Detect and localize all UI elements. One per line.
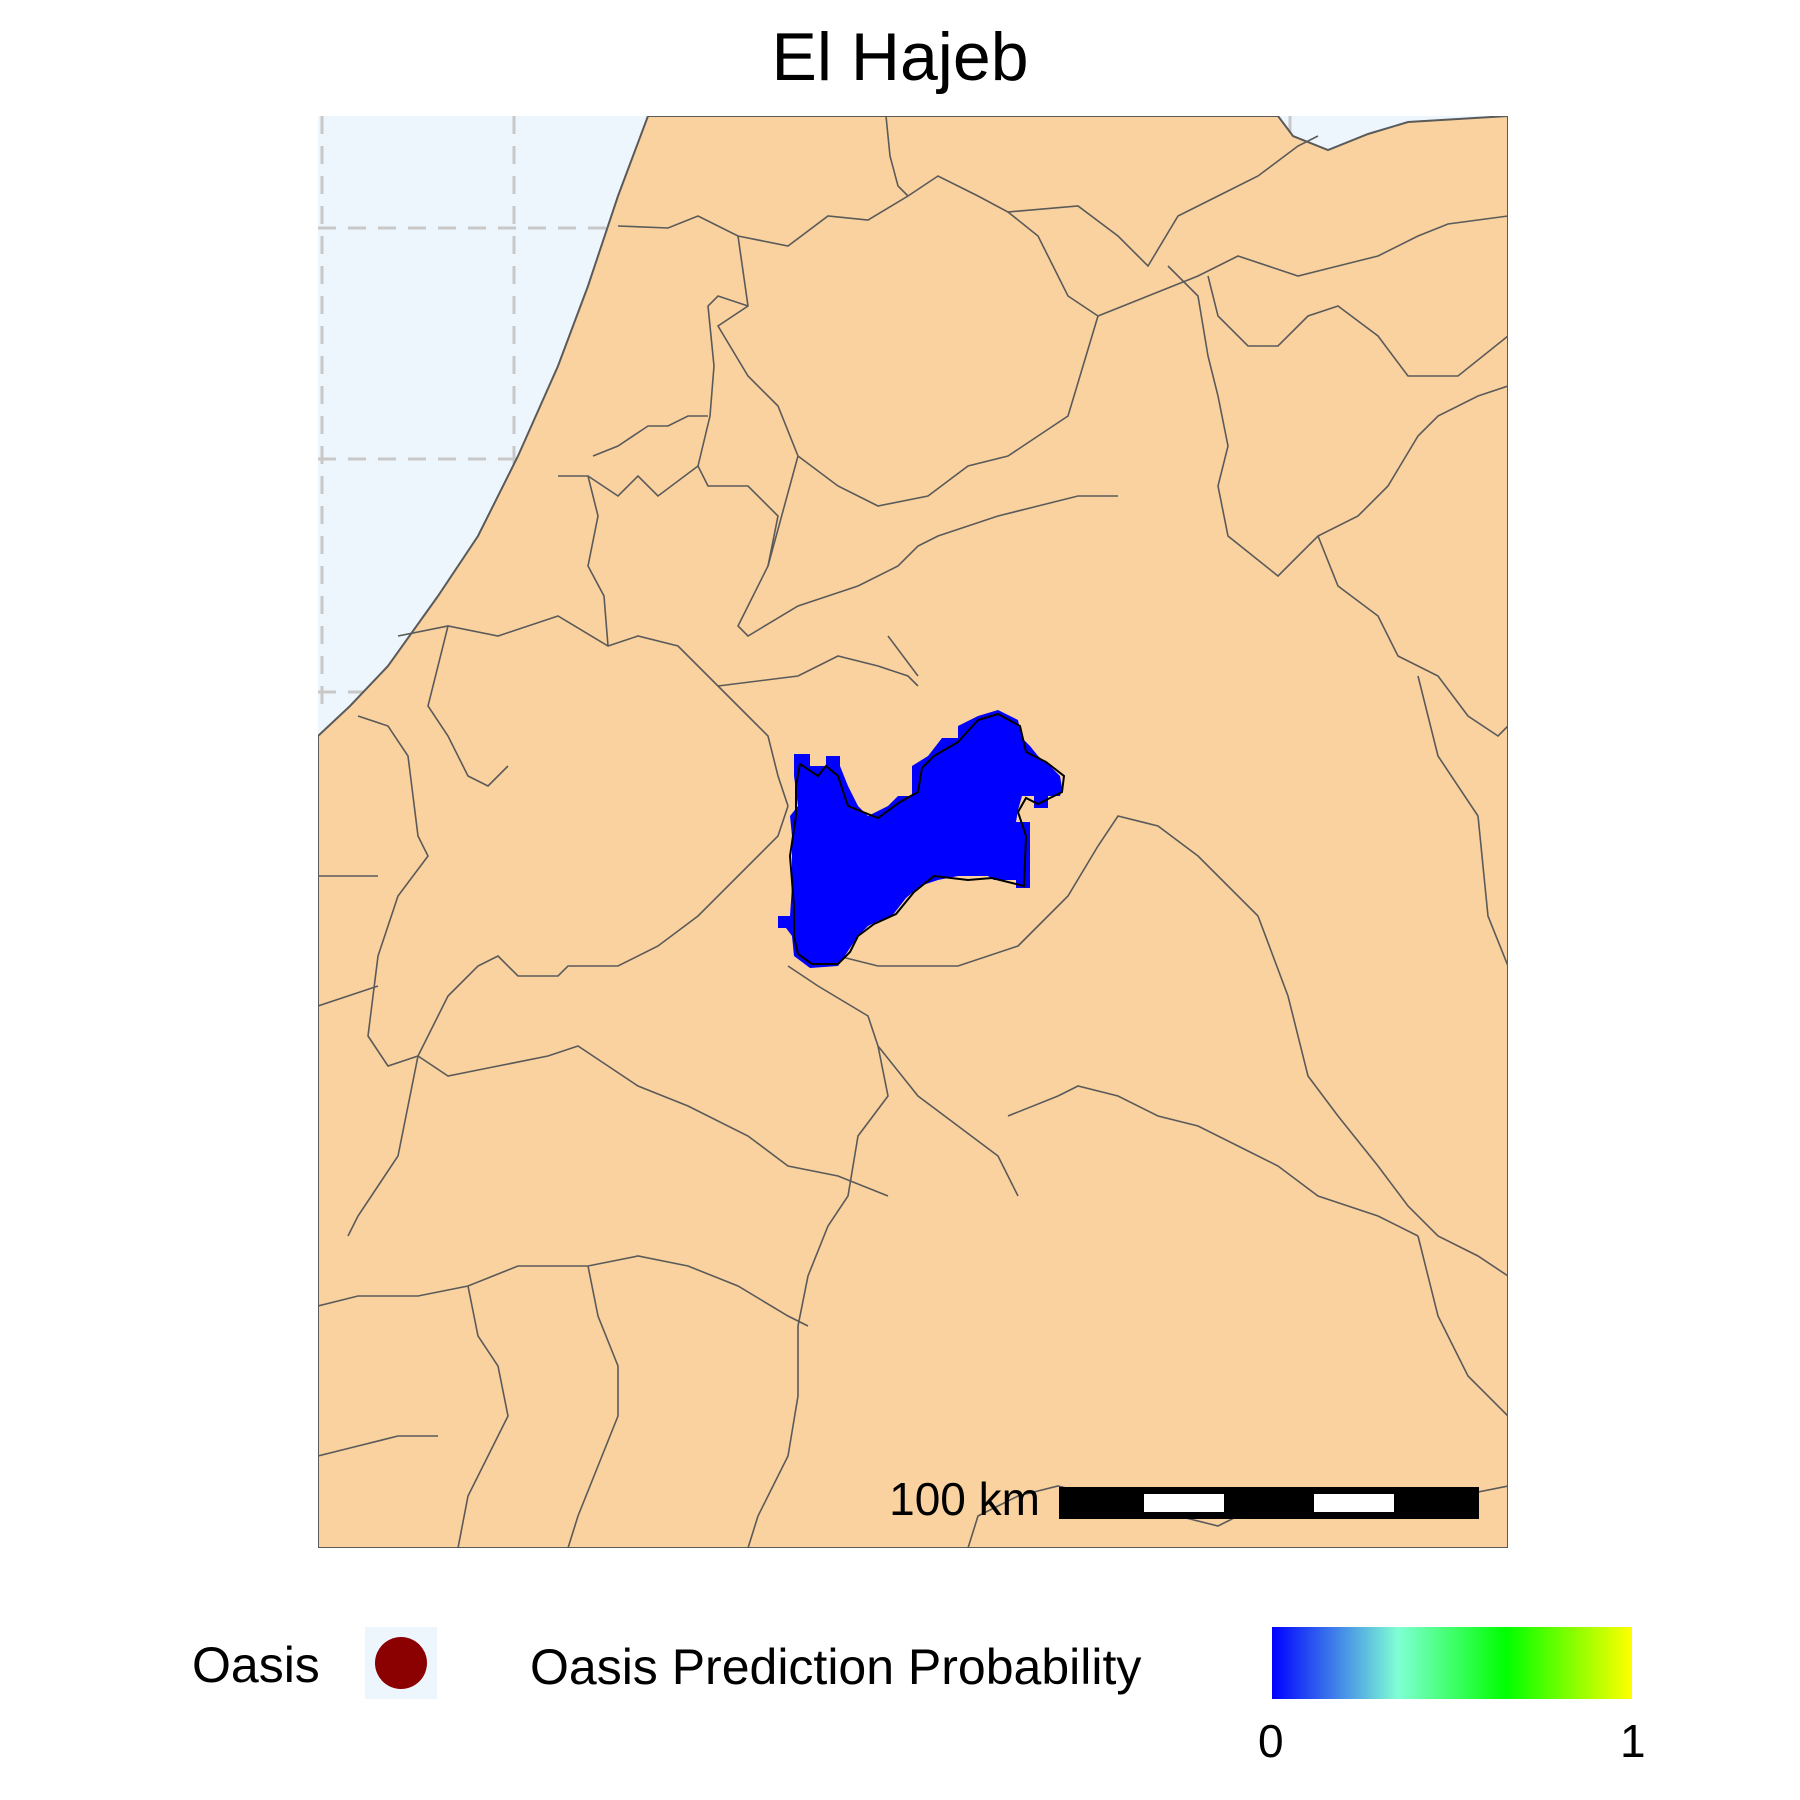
oasis-legend-label: Oasis <box>192 1637 320 1693</box>
scale-bar-segment <box>1144 1494 1224 1512</box>
scale-bar-label: 100 km <box>889 1473 1040 1525</box>
map-panel: 100 km <box>318 116 1508 1548</box>
scale-bar: 100 km <box>889 1473 1479 1525</box>
graticule-lines <box>318 116 1292 706</box>
region-borders <box>318 116 1508 1548</box>
prediction-area <box>778 710 1066 968</box>
scale-bar-segment <box>1314 1494 1394 1512</box>
colorbar-title: Oasis Prediction Probability <box>530 1639 1142 1695</box>
probability-colorbar <box>1272 1627 1632 1699</box>
colorbar-max-label: 1 <box>1620 1715 1646 1767</box>
map-title: El Hajeb <box>771 19 1029 95</box>
oasis-dot-icon <box>365 1627 437 1699</box>
colorbar-min-label: 0 <box>1258 1715 1284 1767</box>
region-outline <box>788 712 1066 965</box>
prediction-polygon <box>778 710 1062 968</box>
